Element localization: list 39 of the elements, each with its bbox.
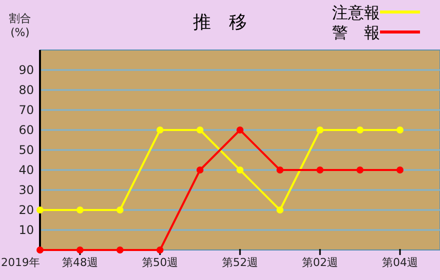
- text: 2019年: [1, 256, 40, 269]
- y-tick-label: 90: [18, 63, 34, 77]
- legend-label: 注意報: [332, 3, 380, 22]
- y-axis-title: 割合 (%): [9, 12, 31, 39]
- x-tick-label: 第48週: [62, 256, 98, 269]
- point: [236, 166, 244, 174]
- point: [356, 166, 364, 174]
- y-tick-label: 20: [18, 203, 34, 217]
- point: [316, 166, 324, 174]
- point: [196, 126, 204, 134]
- y-tick-label: 80: [18, 83, 34, 97]
- y-tick-label: 60: [18, 123, 34, 137]
- y-tick-label: 70: [18, 103, 34, 117]
- point: [76, 246, 84, 254]
- legend-label: 警 報: [332, 23, 380, 42]
- y-tick-label: 10: [18, 223, 34, 237]
- x-tick-label: 第02週: [302, 256, 338, 269]
- chart-title: 推 移: [193, 12, 247, 33]
- point: [76, 206, 84, 214]
- point: [156, 126, 164, 134]
- point: [316, 126, 324, 134]
- point: [196, 166, 204, 174]
- x-tick-label: 第52週: [222, 256, 258, 269]
- point: [116, 206, 124, 214]
- x-tick-label: 第04週: [382, 256, 418, 269]
- point: [36, 206, 44, 214]
- point: [356, 126, 364, 134]
- point: [36, 246, 44, 254]
- y-tick-label: 50: [18, 143, 34, 157]
- point: [396, 126, 404, 134]
- point: [236, 126, 244, 134]
- point: [396, 166, 404, 174]
- point: [156, 246, 164, 254]
- point: [276, 166, 284, 174]
- point: [276, 206, 284, 214]
- y-tick-label: 40: [18, 163, 34, 177]
- point: [116, 246, 124, 254]
- y-tick-label: 30: [18, 183, 34, 197]
- x-tick-label: 第50週: [142, 256, 178, 269]
